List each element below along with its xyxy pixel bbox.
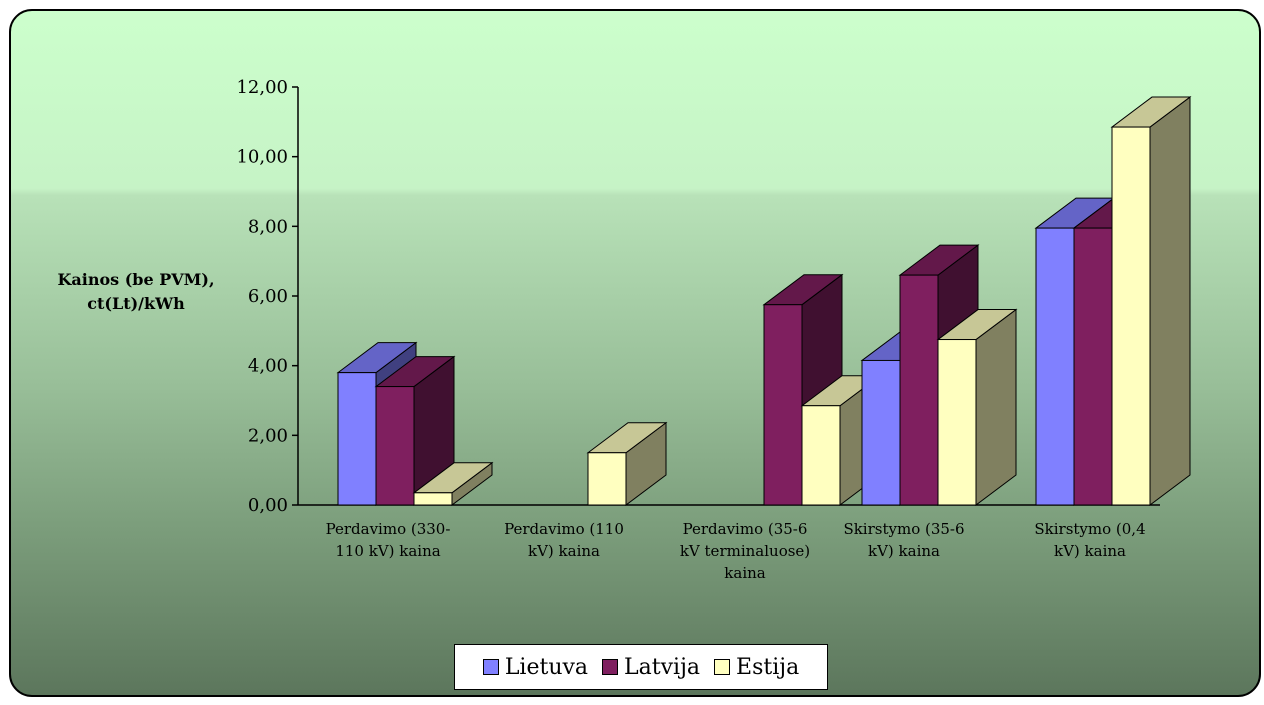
legend: Lietuva Latvija Estija xyxy=(454,644,828,690)
bar-front-face xyxy=(861,359,901,506)
x-category-label-3: Skirstymo (35-6 kV) kaina xyxy=(843,520,965,560)
bar-estija-4 xyxy=(1110,96,1192,506)
y-tick-label: 12,00 xyxy=(236,77,288,98)
bar-front-face xyxy=(937,339,977,506)
legend-item-estija: Estija xyxy=(714,655,799,680)
y-tick-label: 4,00 xyxy=(248,356,288,377)
legend-label-lietuva: Lietuva xyxy=(504,654,589,680)
x-category-label-2: Perdavimo (35-6 kV terminaluose) kaina xyxy=(679,520,811,582)
y-tick-label: 2,00 xyxy=(248,425,288,446)
bar-front-face xyxy=(899,274,939,506)
bar-estija-0 xyxy=(412,461,494,506)
bar-front-face xyxy=(1035,227,1075,506)
bar-front-face xyxy=(801,405,841,506)
legend-label-estija: Estija xyxy=(736,654,800,680)
bar-front-face xyxy=(587,452,627,506)
y-axis-label: Kainos (be PVM), ct(Lt)/kWh xyxy=(57,270,215,313)
bars-layer xyxy=(336,96,1192,506)
bar-estija-3 xyxy=(936,308,1018,506)
bar-latvija-0 xyxy=(374,355,456,506)
legend-swatch-latvija xyxy=(602,659,619,675)
legend-swatch-lietuva xyxy=(482,659,499,675)
bar-side-face xyxy=(1149,96,1191,506)
axes-layer: 0,00 2,00 4,00 6,00 8,00 10,00 12,00 xyxy=(236,77,1160,516)
legend-item-lietuva: Lietuva xyxy=(482,654,589,680)
bar-front-face xyxy=(1073,227,1113,506)
bar-estija-1 xyxy=(586,421,668,506)
y-tick-label: 8,00 xyxy=(248,216,288,237)
x-category-label-4: Skirstymo (0,4 kV) kaina xyxy=(1034,520,1146,560)
y-tick-label: 0,00 xyxy=(248,495,288,516)
bar-front-face xyxy=(413,492,453,506)
y-tick-label: 10,00 xyxy=(236,147,288,168)
bar-front-face xyxy=(1111,126,1151,506)
y-tick-label: 6,00 xyxy=(248,286,288,307)
legend-item-latvija: Latvija xyxy=(602,655,700,680)
legend-swatch-estija xyxy=(714,659,731,675)
bar-front-face xyxy=(375,386,415,506)
bar-side-face xyxy=(975,308,1017,506)
chart-background xyxy=(9,9,1261,697)
bar-front-face xyxy=(337,372,377,506)
x-category-label-0: Perdavimo (330- 110 kV) kaina xyxy=(325,520,451,560)
x-category-label-1: Perdavimo (110 kV) kaina xyxy=(504,520,624,560)
legend-label-latvija: Latvija xyxy=(624,654,701,680)
bar-front-face xyxy=(763,304,803,506)
